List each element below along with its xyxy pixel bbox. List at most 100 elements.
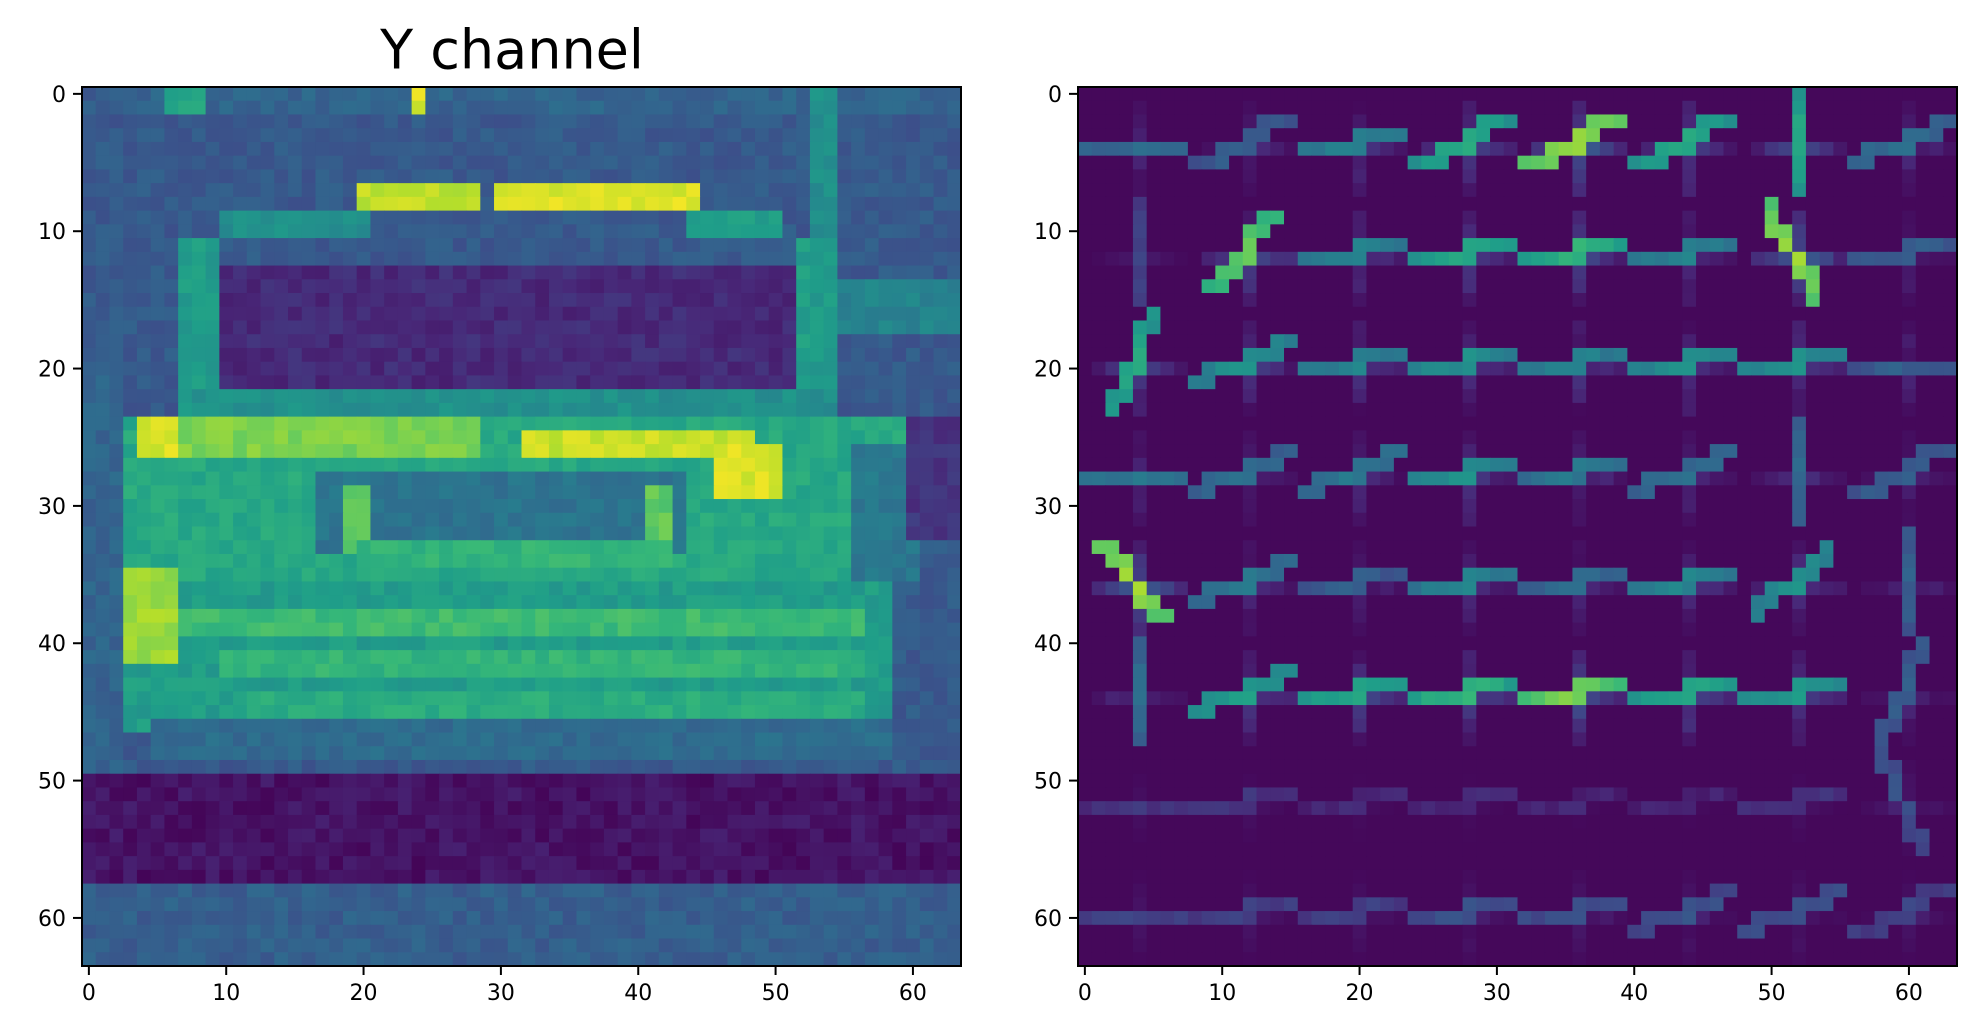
pixel (769, 678, 783, 692)
pixel (824, 719, 838, 733)
pixel (604, 636, 618, 650)
hog-pixel (1572, 87, 1586, 101)
hog-pixel (1325, 197, 1339, 211)
pixel (563, 705, 577, 719)
pixel (192, 705, 206, 719)
pixel (920, 623, 934, 637)
pixel (700, 815, 714, 829)
pixel (425, 183, 439, 197)
pixel (82, 348, 96, 362)
pixel (274, 128, 288, 142)
pixel (467, 568, 481, 582)
hog-pixel (1888, 197, 1902, 211)
pixel (906, 430, 920, 444)
pixel (769, 334, 783, 348)
pixel (631, 911, 645, 925)
pixel (618, 678, 632, 692)
pixel (329, 554, 343, 568)
hog-pixel (1476, 252, 1490, 266)
hog-pixel (1902, 238, 1916, 252)
pixel (700, 142, 714, 156)
pixel (370, 691, 384, 705)
pixel (233, 884, 247, 898)
pixel (700, 128, 714, 142)
pixel (810, 774, 824, 788)
pixel (604, 266, 618, 280)
pixel (508, 224, 522, 238)
pixel (82, 389, 96, 403)
pixel (109, 595, 123, 609)
pixel (343, 375, 357, 389)
pixel (700, 430, 714, 444)
pixel (480, 568, 494, 582)
pixel (302, 224, 316, 238)
hog-pixel (1339, 211, 1353, 225)
pixel (824, 527, 838, 541)
pixel (686, 801, 700, 815)
pixel (535, 307, 549, 321)
pixel (261, 307, 275, 321)
pixel (164, 183, 178, 197)
hog-pixel (1833, 211, 1847, 225)
pixel (151, 224, 165, 238)
pixel (604, 884, 618, 898)
pixel (109, 623, 123, 637)
pixel (618, 499, 632, 513)
pixel (837, 884, 851, 898)
pixel (714, 774, 728, 788)
pixel (343, 842, 357, 856)
pixel (782, 252, 796, 266)
pixel (109, 527, 123, 541)
pixel (206, 609, 220, 623)
pixel (563, 540, 577, 554)
hog-pixel (1765, 142, 1779, 156)
pixel (700, 266, 714, 280)
pixel (439, 925, 453, 939)
pixel (398, 650, 412, 664)
pixel (934, 513, 948, 527)
pixel (796, 925, 810, 939)
pixel (618, 609, 632, 623)
pixel (467, 293, 481, 307)
pixel (837, 101, 851, 115)
pixel (686, 884, 700, 898)
pixel (82, 719, 96, 733)
pixel (233, 733, 247, 747)
pixel (934, 650, 948, 664)
pixel (631, 884, 645, 898)
pixel (96, 760, 110, 774)
pixel (714, 636, 728, 650)
pixel (357, 224, 371, 238)
pixel (412, 911, 426, 925)
pixel (920, 897, 934, 911)
pixel (151, 334, 165, 348)
pixel (329, 142, 343, 156)
pixel (604, 623, 618, 637)
pixel (439, 664, 453, 678)
pixel (329, 815, 343, 829)
pixel (645, 101, 659, 115)
pixel (837, 636, 851, 650)
pixel (82, 774, 96, 788)
hog-pixel (1778, 169, 1792, 183)
pixel (274, 719, 288, 733)
pixel (810, 939, 824, 953)
hog-pixel (1394, 266, 1408, 280)
hog-pixel (1188, 183, 1202, 197)
pixel (137, 169, 151, 183)
pixel (247, 760, 261, 774)
pixel (892, 348, 906, 362)
pixel (192, 142, 206, 156)
pixel (700, 801, 714, 815)
pixel (659, 609, 673, 623)
hog-pixel (1078, 87, 1092, 101)
pixel (714, 623, 728, 637)
pixel (618, 197, 632, 211)
pixel (274, 211, 288, 225)
hog-pixel (1160, 87, 1174, 101)
pixel (631, 623, 645, 637)
pixel (590, 485, 604, 499)
pixel (796, 293, 810, 307)
pixel (796, 719, 810, 733)
